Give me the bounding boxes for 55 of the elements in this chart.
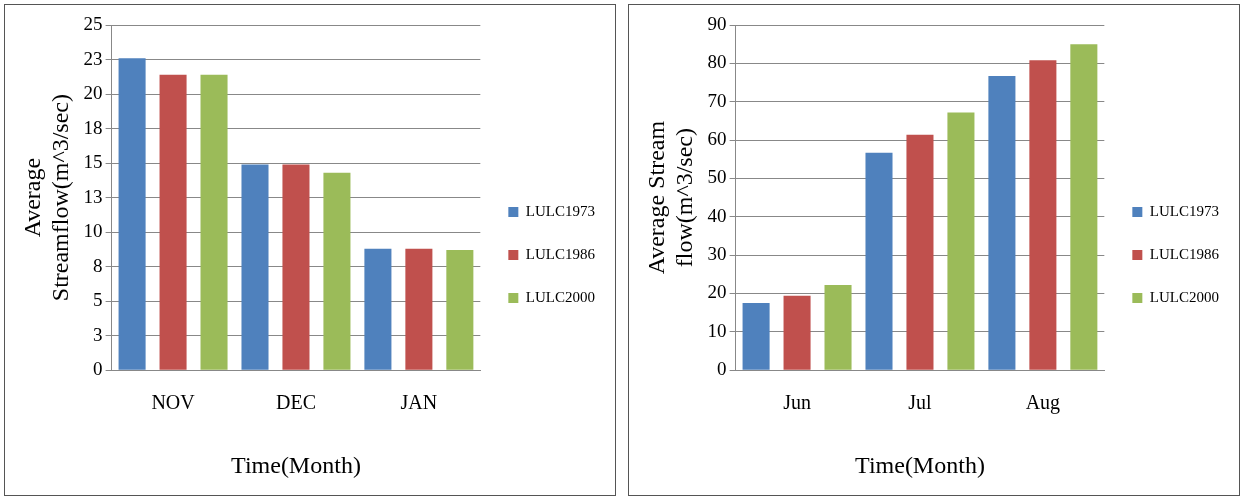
y-tick-label: 80 <box>707 51 727 73</box>
y-tick-label: 20 <box>83 82 103 104</box>
x-axis-title: Time(Month) <box>231 451 361 478</box>
bar <box>282 164 310 370</box>
bar <box>947 112 975 370</box>
x-tick-label: JAN <box>400 391 438 414</box>
y-axis-title: Average Streamflow(m^3/sec) <box>18 94 74 302</box>
legend-label: LULC1986 <box>1149 245 1220 262</box>
y-tick-label: 30 <box>707 243 727 265</box>
y-tick-label: 23 <box>83 47 103 69</box>
bar <box>742 303 770 370</box>
y-tick-label: 0 <box>93 358 103 380</box>
bar <box>865 152 893 370</box>
y-tick-label: 20 <box>707 281 727 303</box>
x-tick-label: Aug <box>1025 391 1061 415</box>
x-axis-title: Time(Month) <box>855 451 985 478</box>
bar <box>118 58 146 370</box>
x-tick-label: Jun <box>783 391 811 414</box>
bar <box>241 164 269 370</box>
bar <box>323 172 351 370</box>
y-tick-label: 10 <box>83 220 103 242</box>
bar <box>1029 60 1057 370</box>
y-tick-label: 40 <box>707 204 727 226</box>
bar <box>405 248 433 370</box>
bar <box>783 295 811 370</box>
bar <box>364 248 392 370</box>
x-tick-label: NOV <box>151 391 196 414</box>
y-tick-label: 0 <box>717 358 727 380</box>
y-tick-label: 13 <box>83 185 103 207</box>
bar <box>200 74 228 370</box>
y-tick-label: 10 <box>707 319 727 341</box>
x-tick-label: Jul <box>908 391 933 414</box>
y-tick-label: 18 <box>83 116 103 138</box>
bar <box>446 250 474 370</box>
legend-label: LULC2000 <box>1149 288 1220 305</box>
legend-label: LULC1973 <box>1149 202 1220 219</box>
bar <box>824 285 852 370</box>
y-tick-label: 70 <box>707 89 727 111</box>
y-tick-label: 8 <box>93 254 103 276</box>
y-tick-label: 90 <box>707 12 727 34</box>
y-tick-label: 60 <box>707 128 727 150</box>
legend-label: LULC1973 <box>525 202 596 219</box>
bar <box>1070 44 1098 370</box>
legend-label: LULC1986 <box>525 245 596 262</box>
bar <box>988 76 1016 370</box>
y-tick-label: 50 <box>707 166 727 188</box>
legend-label: LULC2000 <box>525 288 596 305</box>
x-tick-label: DEC <box>275 391 316 414</box>
y-tick-label: 3 <box>93 323 103 345</box>
y-tick-label: 25 <box>83 12 103 34</box>
bar <box>906 134 934 370</box>
y-tick-label: 15 <box>83 151 103 173</box>
y-axis-title: Average Stream flow(m^3/sec) <box>642 120 698 275</box>
bar <box>159 74 187 370</box>
y-tick-label: 5 <box>93 289 103 311</box>
